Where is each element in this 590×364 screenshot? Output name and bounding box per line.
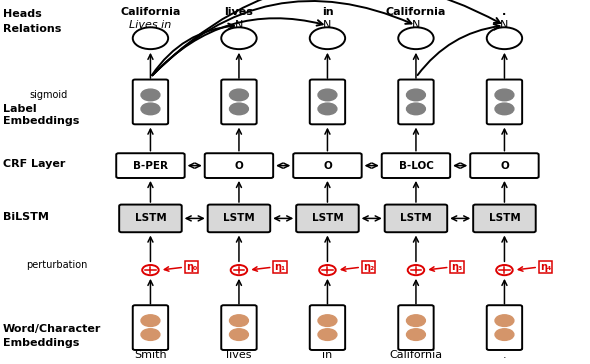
Text: B-LOC: B-LOC: [398, 161, 434, 171]
Text: Embeddings: Embeddings: [3, 116, 79, 126]
Circle shape: [407, 315, 425, 327]
Text: California: California: [386, 7, 446, 16]
FancyBboxPatch shape: [398, 79, 434, 124]
Text: η₂: η₂: [363, 262, 374, 272]
Circle shape: [141, 103, 160, 115]
Circle shape: [495, 315, 514, 327]
FancyBboxPatch shape: [310, 79, 345, 124]
FancyBboxPatch shape: [208, 205, 270, 232]
FancyBboxPatch shape: [296, 205, 359, 232]
FancyArrowPatch shape: [152, 24, 234, 75]
FancyArrowPatch shape: [152, 0, 500, 75]
Circle shape: [407, 103, 425, 115]
Text: LSTM: LSTM: [135, 213, 166, 223]
Text: LSTM: LSTM: [223, 213, 255, 223]
Circle shape: [496, 265, 513, 275]
Text: Lives in: Lives in: [129, 20, 172, 30]
Circle shape: [133, 27, 168, 49]
Circle shape: [141, 315, 160, 327]
Text: lives: lives: [226, 350, 252, 360]
Text: California: California: [120, 7, 181, 16]
Text: N: N: [323, 20, 332, 30]
Text: LSTM: LSTM: [312, 213, 343, 223]
Circle shape: [318, 89, 337, 101]
FancyBboxPatch shape: [470, 153, 539, 178]
Circle shape: [230, 89, 248, 101]
FancyBboxPatch shape: [487, 305, 522, 350]
FancyBboxPatch shape: [116, 153, 185, 178]
Circle shape: [408, 265, 424, 275]
Circle shape: [495, 89, 514, 101]
Text: η₄: η₄: [540, 262, 551, 272]
FancyBboxPatch shape: [473, 205, 536, 232]
FancyBboxPatch shape: [221, 305, 257, 350]
FancyBboxPatch shape: [487, 79, 522, 124]
Circle shape: [230, 329, 248, 340]
Text: Embeddings: Embeddings: [3, 338, 79, 348]
Circle shape: [221, 27, 257, 49]
Text: in: in: [322, 7, 333, 16]
FancyBboxPatch shape: [119, 205, 182, 232]
Text: California: California: [389, 350, 442, 360]
FancyBboxPatch shape: [293, 153, 362, 178]
FancyBboxPatch shape: [398, 305, 434, 350]
Circle shape: [495, 329, 514, 340]
Circle shape: [310, 27, 345, 49]
FancyBboxPatch shape: [133, 79, 168, 124]
Text: .: .: [502, 7, 507, 16]
Circle shape: [230, 103, 248, 115]
Circle shape: [230, 315, 248, 327]
FancyBboxPatch shape: [382, 153, 450, 178]
Text: η₁: η₁: [274, 262, 286, 272]
Text: in: in: [322, 350, 333, 360]
Circle shape: [141, 89, 160, 101]
Text: N: N: [412, 20, 420, 30]
FancyArrowPatch shape: [152, 1, 411, 75]
FancyBboxPatch shape: [133, 305, 168, 350]
Circle shape: [398, 27, 434, 49]
Text: Heads: Heads: [3, 9, 42, 19]
Circle shape: [495, 103, 514, 115]
Text: N: N: [500, 20, 509, 30]
Text: Relations: Relations: [3, 24, 61, 33]
Text: BiLSTM: BiLSTM: [3, 211, 49, 222]
Circle shape: [142, 265, 159, 275]
Circle shape: [407, 329, 425, 340]
Text: η₃: η₃: [451, 262, 463, 272]
Text: LSTM: LSTM: [400, 213, 432, 223]
Text: .: .: [503, 350, 506, 360]
Text: B-PER: B-PER: [133, 161, 168, 171]
Text: Label: Label: [3, 104, 37, 114]
Text: O: O: [323, 161, 332, 171]
FancyBboxPatch shape: [205, 153, 273, 178]
Circle shape: [407, 89, 425, 101]
Circle shape: [141, 329, 160, 340]
Circle shape: [318, 315, 337, 327]
FancyArrowPatch shape: [418, 24, 500, 75]
Circle shape: [487, 27, 522, 49]
Circle shape: [319, 265, 336, 275]
Text: perturbation: perturbation: [27, 260, 88, 270]
Text: Smith: Smith: [134, 350, 167, 360]
FancyBboxPatch shape: [310, 305, 345, 350]
FancyBboxPatch shape: [385, 205, 447, 232]
Text: lives: lives: [225, 7, 253, 16]
Text: O: O: [500, 161, 509, 171]
Text: N: N: [235, 20, 243, 30]
Circle shape: [318, 103, 337, 115]
Text: η₀: η₀: [186, 262, 197, 272]
Circle shape: [318, 329, 337, 340]
Text: Word/Character: Word/Character: [3, 324, 101, 334]
FancyArrowPatch shape: [152, 18, 323, 75]
FancyBboxPatch shape: [221, 79, 257, 124]
Text: O: O: [235, 161, 243, 171]
Circle shape: [231, 265, 247, 275]
Text: CRF Layer: CRF Layer: [3, 159, 65, 169]
Text: sigmoid: sigmoid: [30, 90, 68, 100]
Text: LSTM: LSTM: [489, 213, 520, 223]
